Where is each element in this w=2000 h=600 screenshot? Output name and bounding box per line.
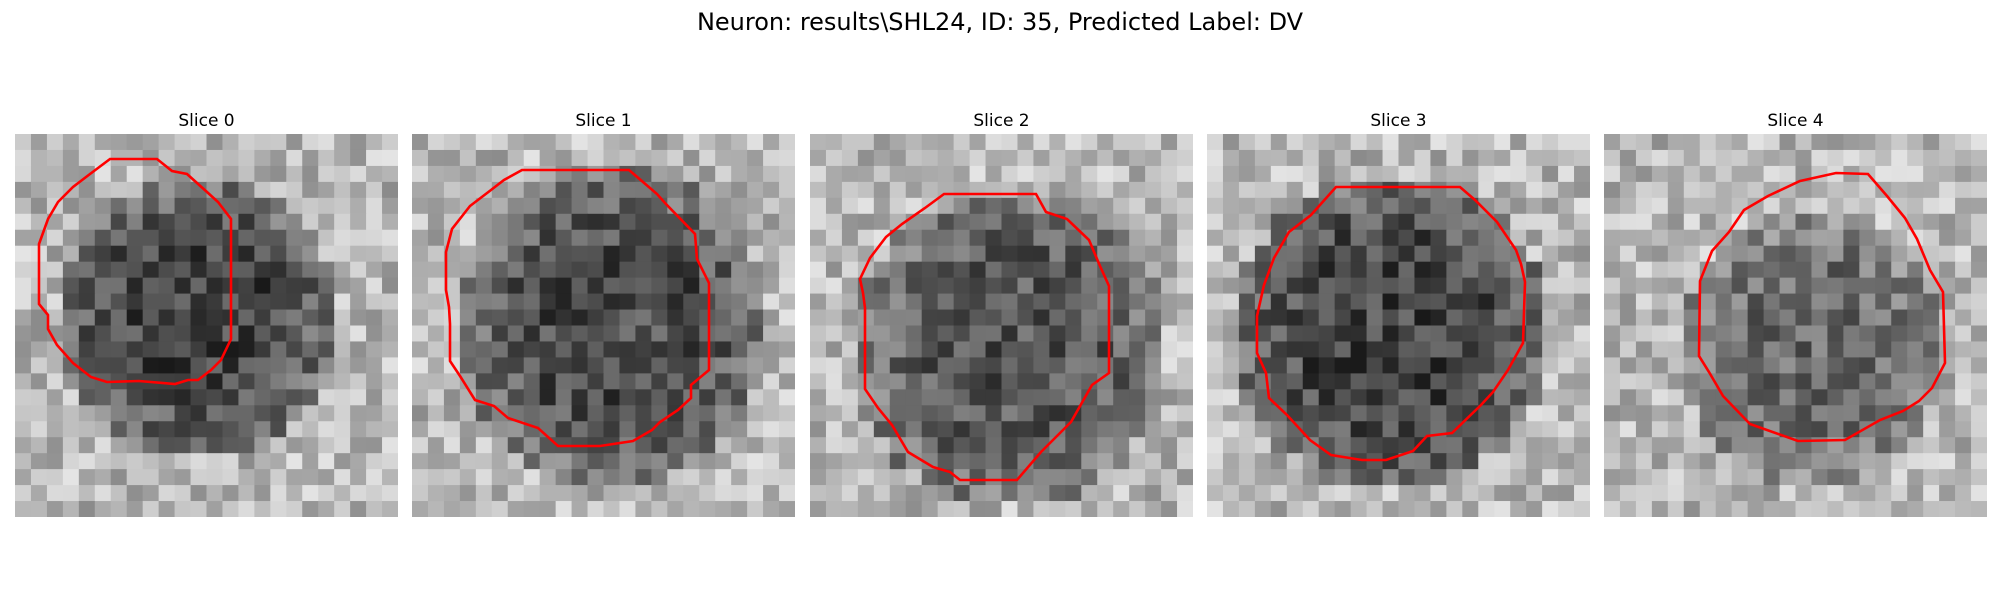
segmentation-contour-4 [1697, 171, 1947, 443]
slice-panel-0: Slice 0 [15, 110, 398, 517]
slice-image-4 [1604, 134, 1987, 517]
slice-panel-4: Slice 4 [1604, 110, 1987, 517]
microscopy-pixels-3 [1207, 134, 1590, 517]
figure-title: Neuron: results\SHL24, ID: 35, Predicted… [696, 8, 1304, 36]
microscopy-pixels-0 [15, 134, 398, 517]
slice-title-1: Slice 1 [575, 111, 632, 131]
segmentation-contour-1 [444, 168, 711, 448]
slice-image-2 [810, 134, 1193, 517]
slice-panel-1: Slice 1 [412, 110, 795, 517]
segmentation-contour-0 [37, 157, 233, 386]
segmentation-contour-3 [1255, 185, 1527, 462]
slice-title-3: Slice 3 [1370, 111, 1427, 131]
segmentation-contour-2 [858, 192, 1111, 482]
microscopy-pixels-4 [1604, 134, 1987, 517]
slice-title-4: Slice 4 [1767, 111, 1824, 131]
slice-panel-3: Slice 3 [1207, 110, 1590, 517]
slice-title-0: Slice 0 [178, 111, 235, 131]
microscopy-pixels-1 [412, 134, 795, 517]
slice-image-1 [412, 134, 795, 517]
slice-image-0 [15, 134, 398, 517]
microscopy-pixels-2 [810, 134, 1193, 517]
slice-panel-2: Slice 2 [810, 110, 1193, 517]
slice-title-2: Slice 2 [973, 111, 1030, 131]
slice-image-3 [1207, 134, 1590, 517]
